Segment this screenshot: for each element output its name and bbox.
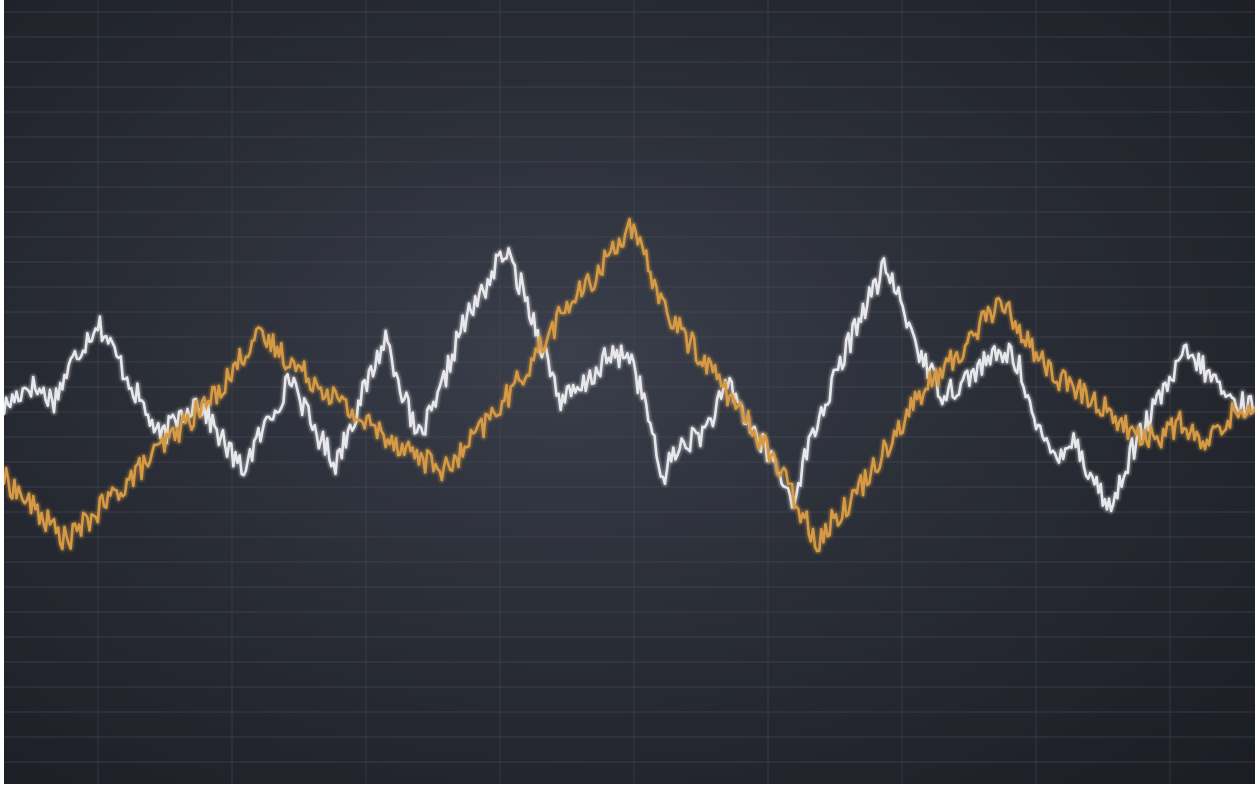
series-line: [4, 217, 1255, 553]
series-group: [4, 216, 1255, 555]
bottom-edge: [0, 784, 1255, 786]
series-line: [4, 247, 1255, 513]
chart-panel: [4, 0, 1255, 784]
line-chart: [4, 0, 1255, 784]
